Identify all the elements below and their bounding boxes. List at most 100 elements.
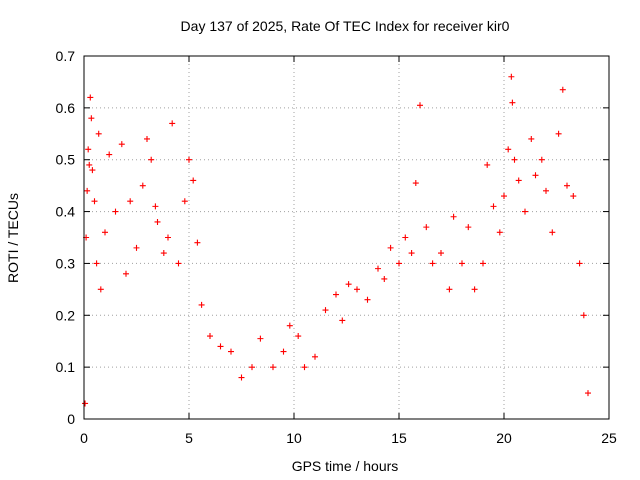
data-point bbox=[490, 203, 497, 210]
data-point bbox=[295, 333, 302, 340]
data-point bbox=[501, 193, 507, 200]
data-point bbox=[528, 135, 535, 142]
data-point bbox=[438, 250, 444, 257]
x-tick-label: 20 bbox=[496, 430, 512, 446]
data-point bbox=[93, 260, 100, 267]
data-point bbox=[207, 333, 213, 340]
data-point bbox=[190, 177, 197, 184]
data-point bbox=[97, 286, 104, 293]
data-point bbox=[450, 213, 457, 220]
data-point bbox=[112, 208, 119, 215]
data-point bbox=[471, 286, 478, 293]
data-point bbox=[154, 218, 161, 225]
data-point bbox=[89, 167, 96, 174]
y-tick-label: 0.5 bbox=[56, 152, 76, 168]
data-point bbox=[538, 156, 545, 163]
data-point bbox=[484, 161, 491, 168]
data-point bbox=[123, 270, 129, 277]
axis-ticks: 0 5 10 15 20 25 0 0.1 0.2 0.3 0.4 0.5 0.6 0.7 bbox=[56, 48, 617, 446]
data-point bbox=[412, 180, 419, 187]
data-point bbox=[181, 198, 188, 205]
data-point bbox=[249, 364, 255, 371]
data-point bbox=[280, 348, 287, 355]
data-point bbox=[576, 260, 583, 267]
data-point bbox=[175, 260, 182, 267]
grid bbox=[84, 56, 609, 419]
data-point bbox=[417, 102, 423, 109]
data-point bbox=[333, 291, 339, 298]
data-point bbox=[345, 281, 352, 288]
x-tick-label: 10 bbox=[286, 430, 302, 446]
data-point bbox=[429, 260, 436, 267]
data-point bbox=[322, 307, 329, 314]
data-point bbox=[301, 364, 308, 371]
data-point bbox=[270, 364, 276, 371]
data-point bbox=[543, 187, 549, 194]
data-point bbox=[505, 146, 512, 153]
data-point bbox=[459, 260, 465, 267]
data-point bbox=[402, 234, 409, 241]
data-point bbox=[480, 260, 486, 267]
chart-title: Day 137 of 2025, Rate Of TEC Index for r… bbox=[181, 18, 510, 34]
y-tick-label: 0.1 bbox=[56, 359, 76, 375]
y-tick-label: 0.3 bbox=[56, 255, 76, 271]
x-tick-label: 15 bbox=[391, 430, 407, 446]
data-point bbox=[508, 73, 515, 80]
data-point bbox=[580, 312, 587, 319]
data-point bbox=[165, 234, 171, 241]
plot-frame bbox=[83, 55, 610, 420]
data-point bbox=[133, 244, 140, 251]
data-point bbox=[88, 115, 95, 122]
data-point bbox=[106, 151, 113, 158]
data-point bbox=[555, 130, 562, 137]
data-point bbox=[148, 156, 155, 163]
data-point bbox=[127, 198, 134, 205]
data-point bbox=[465, 224, 472, 231]
data-point bbox=[496, 229, 503, 236]
data-point bbox=[354, 286, 360, 293]
data-point bbox=[186, 156, 192, 163]
x-tick-label: 25 bbox=[601, 430, 617, 446]
data-point bbox=[364, 296, 371, 303]
x-tick-label: 0 bbox=[80, 430, 88, 446]
data-point bbox=[198, 301, 205, 308]
data-point bbox=[82, 400, 89, 407]
data-point bbox=[152, 203, 159, 210]
data-point bbox=[522, 208, 528, 215]
data-point bbox=[515, 177, 522, 184]
data-point bbox=[509, 99, 516, 106]
data-point bbox=[194, 239, 201, 246]
y-tick-label: 0.2 bbox=[56, 307, 76, 323]
data-point bbox=[559, 86, 566, 93]
data-point bbox=[118, 141, 125, 148]
data-point bbox=[84, 187, 91, 194]
data-point bbox=[585, 390, 591, 397]
y-tick-label: 0.4 bbox=[56, 204, 76, 220]
data-point bbox=[257, 335, 264, 342]
data-point bbox=[549, 229, 556, 236]
data-point bbox=[139, 182, 146, 189]
data-point bbox=[85, 146, 92, 153]
data-points bbox=[82, 73, 591, 407]
y-tick-label: 0.7 bbox=[56, 48, 76, 64]
data-point bbox=[446, 286, 453, 293]
data-point bbox=[511, 156, 518, 163]
data-point bbox=[375, 265, 381, 272]
data-point bbox=[238, 374, 245, 381]
data-point bbox=[95, 130, 102, 137]
data-point bbox=[169, 120, 176, 127]
data-point bbox=[160, 250, 167, 257]
data-point bbox=[408, 250, 415, 257]
data-point bbox=[423, 224, 430, 231]
data-point bbox=[312, 353, 318, 360]
x-tick-label: 5 bbox=[185, 430, 193, 446]
data-point bbox=[102, 229, 108, 236]
x-axis-label: GPS time / hours bbox=[292, 458, 399, 474]
y-axis-label: ROTI / TECUs bbox=[5, 193, 21, 283]
y-tick-label: 0.6 bbox=[56, 100, 76, 116]
data-point bbox=[87, 94, 94, 101]
data-point bbox=[86, 161, 93, 168]
data-point bbox=[564, 182, 570, 189]
data-point bbox=[381, 275, 388, 282]
